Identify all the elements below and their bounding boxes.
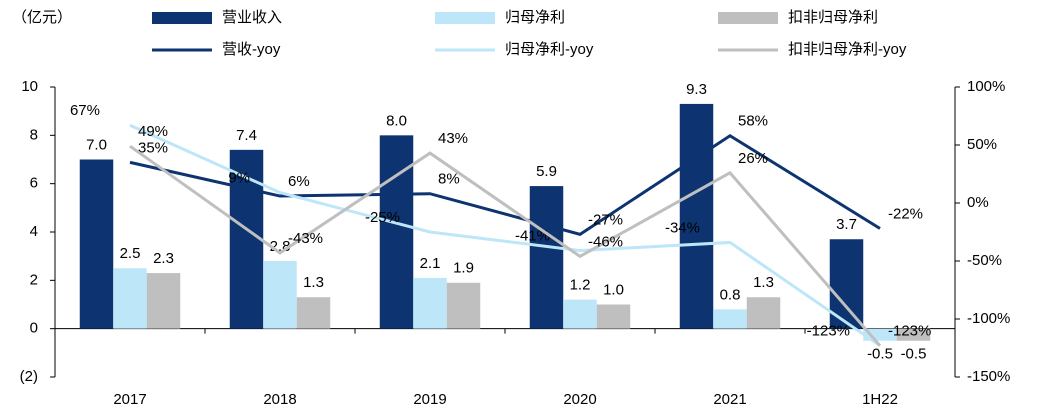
y-tick-label: 0 (30, 320, 38, 337)
line-label: 43% (438, 130, 468, 147)
bar (746, 297, 781, 329)
bar-label: 1.3 (303, 274, 324, 291)
line-label: -123% (807, 323, 850, 340)
line (129, 123, 881, 347)
x-tick-label: 1H22 (862, 391, 898, 408)
line-label: -27% (588, 211, 623, 228)
bar-label: 9.3 (686, 81, 707, 98)
bar (596, 304, 631, 329)
y-tick-label: 10 (21, 78, 38, 95)
line (129, 144, 882, 347)
bar (113, 268, 147, 329)
legend-label: 扣非归母净利-yoy (788, 41, 907, 58)
x-tick-label: 2017 (113, 391, 146, 408)
legend-label: 营收-yoy (222, 41, 281, 58)
legend-swatch (435, 12, 495, 24)
bar (713, 309, 747, 329)
line-label: -43% (288, 230, 323, 247)
y-tick-label: 2 (30, 271, 38, 288)
line-label: 26% (738, 150, 768, 167)
line-label: -46% (588, 233, 623, 250)
legend-label: 归母净利-yoy (505, 41, 594, 58)
y2-tick-label: 50% (967, 136, 997, 153)
x-tick-label: 2018 (263, 391, 296, 408)
bar (896, 328, 931, 341)
y2-tick-label: 0% (967, 194, 989, 211)
bar-label: 7.4 (236, 127, 257, 144)
line-label: 49% (138, 123, 168, 140)
y2-tick-label: -100% (967, 310, 1010, 327)
bar-label: 5.9 (536, 163, 557, 180)
legend-label: 营业收入 (222, 9, 282, 26)
bar-label: 3.7 (836, 216, 857, 233)
bar (146, 273, 181, 329)
bar-label: 1.9 (453, 260, 474, 277)
bar-label: 1.3 (753, 274, 774, 291)
line-label: -34% (665, 219, 700, 236)
line-label: -22% (888, 205, 923, 222)
y2-tick-label: 100% (967, 78, 1005, 95)
bar (529, 186, 564, 329)
bar-label: 8.0 (386, 112, 407, 129)
line-label: 58% (738, 113, 768, 130)
bar-label: 2.5 (120, 245, 141, 262)
bar (263, 261, 297, 329)
unit-label: （亿元） (12, 9, 72, 26)
x-tick-label: 2020 (563, 391, 596, 408)
bar-label: -0.5 (867, 346, 893, 363)
bar (379, 135, 414, 329)
line-label: 8% (438, 171, 460, 188)
legend-label: 扣非归母净利 (788, 9, 878, 26)
legend-swatch (152, 12, 212, 24)
bar-label: 1.0 (603, 281, 624, 298)
line-label: -123% (888, 323, 931, 340)
y2-tick-label: -150% (967, 368, 1010, 385)
line-label: 35% (138, 139, 168, 156)
bar-label: 0.8 (720, 286, 741, 303)
line-label: -41% (515, 228, 550, 245)
bar (296, 297, 331, 329)
bar-label: 2.3 (153, 250, 174, 267)
bar-label: 2.1 (420, 255, 441, 272)
line-label: 67% (70, 102, 100, 119)
bar (79, 159, 114, 329)
line-label: 6% (288, 173, 310, 190)
x-tick-label: 2019 (413, 391, 446, 408)
bar (446, 282, 481, 329)
bar (413, 277, 447, 329)
y-tick-label: 4 (30, 223, 38, 240)
y-tick-label: (2) (20, 368, 38, 385)
y-tick-label: 8 (30, 126, 38, 143)
line (129, 133, 881, 236)
y-tick-label: 6 (30, 175, 38, 192)
bar-label: -0.5 (901, 346, 927, 363)
bar-label: 1.2 (570, 277, 591, 294)
bar (679, 103, 714, 329)
line-label: 9% (228, 170, 250, 187)
bar (229, 149, 264, 329)
legend-label: 归母净利 (505, 9, 565, 26)
legend-swatch (718, 12, 778, 24)
bar (563, 299, 597, 329)
x-tick-label: 2021 (713, 391, 746, 408)
y2-tick-label: -50% (967, 252, 1002, 269)
bar-label: 7.0 (86, 136, 107, 153)
line-label: -25% (365, 209, 400, 226)
